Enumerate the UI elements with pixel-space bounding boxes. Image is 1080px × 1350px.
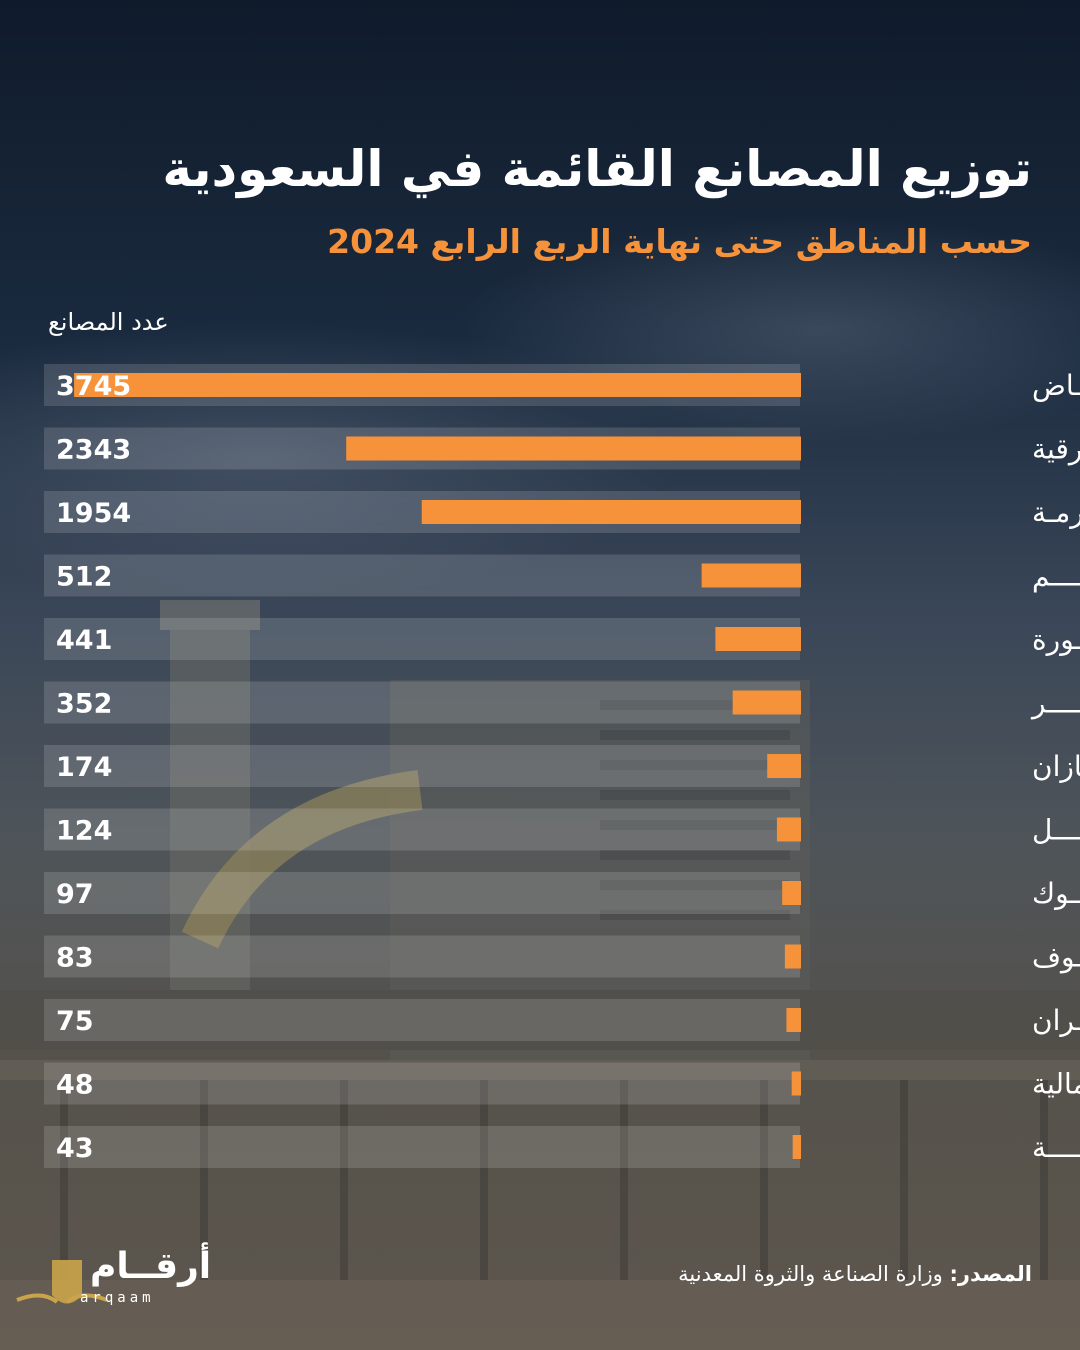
row-band (44, 745, 800, 787)
row-band (44, 999, 800, 1041)
category-label: البـاحـــــة (1032, 1131, 1080, 1164)
value-label: 512 (56, 562, 112, 593)
bar-1 (346, 436, 801, 461)
value-label: 124 (56, 816, 112, 847)
bar-10 (786, 1008, 801, 1032)
value-axis-label: عدد المصانع (48, 308, 169, 336)
category-label: القصيـــــــم (1032, 560, 1080, 593)
bar-0 (74, 373, 802, 397)
category-label: نجـــــران (1032, 1004, 1080, 1037)
row-band (44, 808, 800, 851)
logo-subtext: arqaam (80, 1290, 155, 1306)
value-label: 97 (56, 879, 94, 910)
category-label: مــكـــة المكرمـة (1032, 496, 1080, 529)
bar-4 (715, 627, 801, 651)
value-label: 75 (56, 1006, 94, 1037)
industrial-plant-silhouette (0, 600, 1080, 1350)
value-label: 441 (56, 625, 112, 656)
category-label: تبـــــــوك (1032, 877, 1080, 910)
page-subtitle: حسب المناطق حتى نهاية الربع الرابع 2024 (327, 222, 1032, 261)
bar-6 (767, 754, 801, 778)
value-label: 1954 (56, 498, 131, 529)
category-label: جـــــازان (1032, 750, 1080, 783)
row-band (44, 872, 800, 914)
bar-12 (792, 1135, 801, 1159)
row-band (44, 1126, 800, 1168)
category-label: المدينـــة المنــورة (1032, 623, 1080, 656)
bar-8 (782, 881, 801, 905)
category-label: المنطقة الشرقية (1032, 433, 1080, 466)
category-label: الحدود الشمالية (1032, 1068, 1080, 1101)
bar-3 (701, 563, 801, 588)
row-band (44, 618, 800, 660)
bar-2 (421, 500, 801, 524)
bar-7 (776, 817, 801, 842)
bar-5 (732, 690, 801, 715)
category-label: الجـــــوف (1032, 941, 1080, 974)
source-note: المصدر: وزارة الصناعة والثروة المعدنية (678, 1262, 1032, 1286)
value-label: 174 (56, 752, 112, 783)
arqaam-logo-emblem (16, 1260, 108, 1304)
row-band (44, 554, 800, 597)
value-label: 2343 (56, 435, 131, 466)
value-label: 48 (56, 1070, 94, 1101)
row-band (44, 935, 800, 978)
value-label: 352 (56, 689, 112, 720)
category-label: حائـــــــــل (1032, 814, 1080, 847)
row-band (44, 681, 800, 724)
value-label: 43 (56, 1133, 94, 1164)
source-text: وزارة الصناعة والثروة المعدنية (678, 1262, 943, 1286)
page-title: توزيع المصانع القائمة في السعودية (162, 140, 1032, 198)
row-band (44, 1062, 800, 1105)
source-label: المصدر: (949, 1262, 1032, 1286)
category-label: الريـــــاض (1032, 369, 1080, 402)
bar-9 (784, 944, 801, 969)
value-label: 3745 (56, 371, 131, 402)
logo-text: أرقــام (90, 1246, 212, 1287)
category-label: عسيـــــــــر (1030, 687, 1080, 720)
value-label: 83 (56, 943, 94, 974)
bar-11 (791, 1071, 801, 1096)
